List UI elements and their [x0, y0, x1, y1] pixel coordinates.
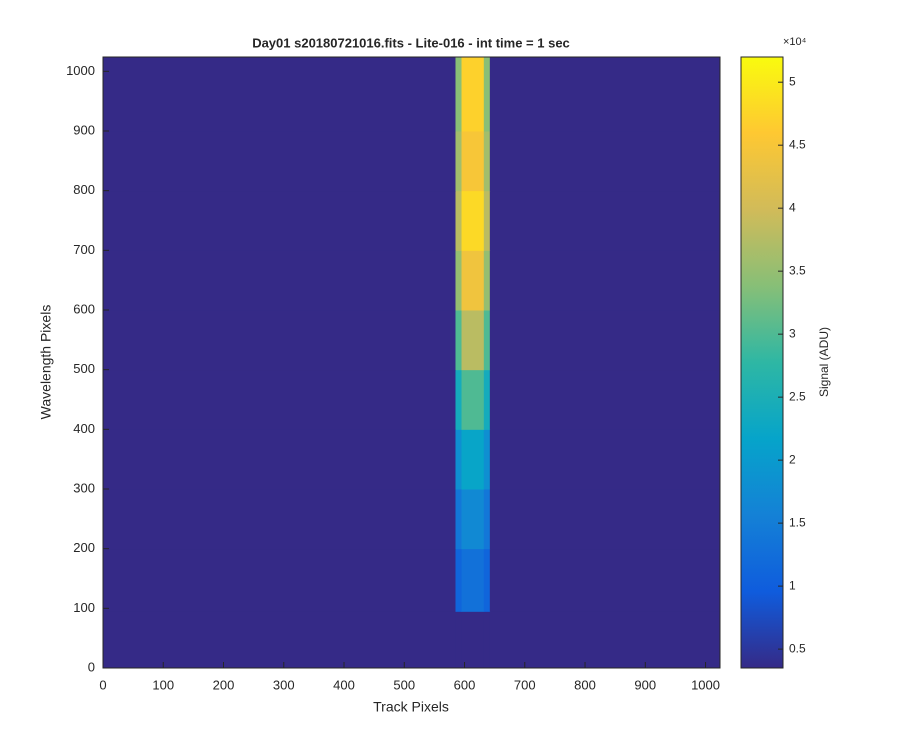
heatmap-cell [483, 250, 491, 311]
heatmap-cell [483, 611, 491, 669]
heatmap-cell [103, 57, 456, 132]
x-tick-label: 300 [273, 677, 295, 692]
x-tick-label: 200 [213, 677, 235, 692]
colorbar-tick-label: 5 [789, 74, 796, 88]
y-tick-label: 800 [73, 182, 95, 197]
colorbar-tick-label: 3.5 [789, 263, 806, 277]
x-tick-label: 900 [634, 677, 656, 692]
colorbar-tick-label: 2.5 [789, 389, 806, 403]
x-axis-label: Track Pixels [373, 699, 449, 715]
heatmap-cell [489, 309, 721, 371]
heatmap-cell [103, 611, 456, 669]
heatmap-cell [455, 130, 463, 192]
heatmap-cell [103, 369, 456, 430]
y-tick-label: 600 [73, 301, 95, 316]
x-tick-label: 500 [393, 677, 415, 692]
x-tick-label: 100 [152, 677, 174, 692]
colorbar-tick-label: 4.5 [789, 137, 806, 151]
heatmap-cell [103, 190, 456, 251]
colorbar-tick-label: 1 [789, 578, 796, 592]
heatmap-cell [489, 369, 721, 430]
heatmap-cell [461, 130, 485, 192]
heatmap-cell [455, 488, 463, 550]
chart-title: Day01 s20180721016.fits - Lite-016 - int… [252, 35, 570, 50]
heatmap-cell [483, 488, 491, 550]
x-tick-label: 0 [99, 677, 106, 692]
heatmap-cell [483, 130, 491, 192]
y-tick-label: 400 [73, 421, 95, 436]
y-tick-label: 0 [88, 659, 95, 674]
heatmap-cell [461, 369, 485, 430]
heatmap-cell [103, 488, 456, 550]
x-tick-label: 600 [454, 677, 476, 692]
heatmap-cell [455, 250, 463, 311]
heatmap-cell [489, 190, 721, 251]
heatmap-cell [489, 130, 721, 192]
heatmap-cell [461, 548, 485, 612]
heatmap-cell [489, 429, 721, 490]
y-tick-label: 900 [73, 122, 95, 137]
plot-frame [102, 56, 721, 669]
heatmap-cell [483, 57, 491, 132]
heatmap-cell [455, 369, 463, 430]
colorbar-tick-label: 3 [789, 326, 796, 340]
heatmap-cell [489, 250, 721, 311]
colorbar-label: Signal (ADU) [817, 327, 831, 397]
heatmap-cell [483, 429, 491, 490]
heatmap-cell [461, 488, 485, 550]
heatmap-cell [489, 57, 721, 132]
heatmap-cell [461, 429, 485, 490]
heatmap-cell [489, 488, 721, 550]
heatmap-cell [455, 309, 463, 371]
colorbar-exponent: ×10⁴ [783, 36, 807, 48]
heatmap-cell [489, 611, 721, 669]
heatmap-cell [455, 429, 463, 490]
heatmap-cell [455, 57, 463, 132]
colorbar-tick-label: 1.5 [789, 515, 806, 529]
heatmap-cell [461, 190, 485, 251]
heatmap-cell [461, 611, 485, 669]
x-tick-label: 700 [514, 677, 536, 692]
y-axis-label: Wavelength Pixels [38, 305, 54, 420]
heatmap-cell [455, 548, 463, 612]
colorbar-tick-label: 4 [789, 200, 796, 214]
heatmap-cell [461, 309, 485, 371]
heatmap-cell [455, 190, 463, 251]
colorbar-tick-label: 0.5 [789, 641, 806, 655]
heatmap-cell [103, 250, 456, 311]
y-tick-label: 700 [73, 242, 95, 257]
heatmap-cell [103, 130, 456, 192]
x-tick-label: 1000 [691, 677, 720, 692]
heatmap-cell [455, 611, 463, 669]
colorbar-tick-label: 2 [789, 452, 796, 466]
heatmap-cell [489, 548, 721, 612]
y-tick-label: 300 [73, 480, 95, 495]
x-tick-label: 800 [574, 677, 596, 692]
heatmap-cell [103, 429, 456, 490]
y-tick-label: 100 [73, 600, 95, 615]
heatmap-cell [103, 309, 456, 371]
heatmap-cell [483, 309, 491, 371]
heatmap-cell [461, 57, 485, 132]
y-tick-label: 500 [73, 361, 95, 376]
y-tick-label: 200 [73, 540, 95, 555]
x-tick-label: 400 [333, 677, 355, 692]
y-tick-label: 1000 [66, 63, 95, 78]
colorbar [740, 56, 784, 669]
heatmap-cell [103, 548, 456, 612]
heatmap-cell [483, 548, 491, 612]
heatmap-cell [483, 369, 491, 430]
heatmap-cell [483, 190, 491, 251]
heatmap-cell [461, 250, 485, 311]
